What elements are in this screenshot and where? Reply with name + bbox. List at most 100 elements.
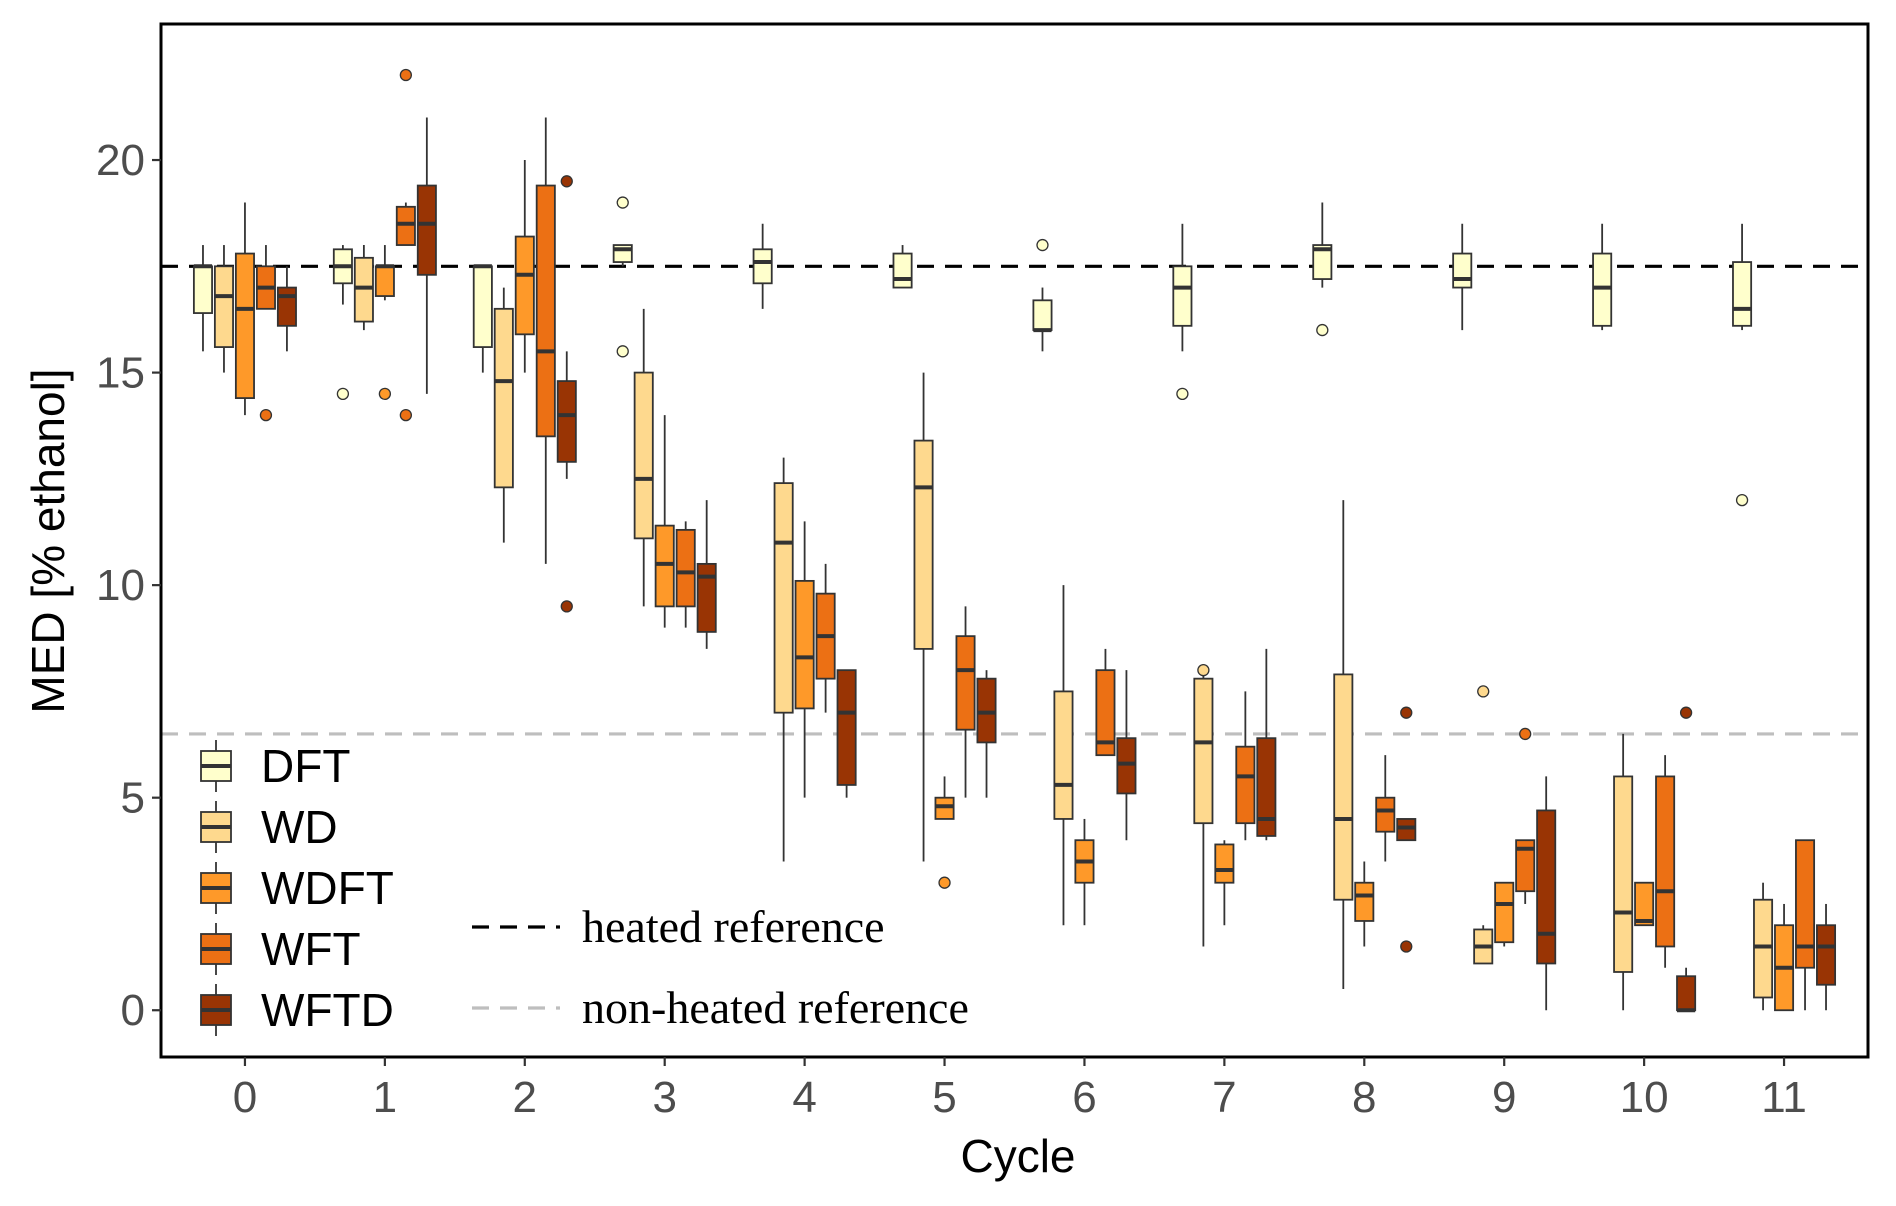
outlier-point-dft-cycle-3-0 bbox=[616, 345, 629, 358]
box-wft-cycle-3 bbox=[675, 521, 696, 628]
box-wdft-cycle-0 bbox=[234, 202, 255, 416]
y-tick-label-0: 0 bbox=[121, 986, 145, 1035]
iqr-box-wdft-cycle-2 bbox=[514, 235, 535, 336]
outlier-point-dft-cycle-6-0 bbox=[1036, 238, 1049, 252]
iqr-box-wd-cycle-11 bbox=[1753, 898, 1774, 999]
iqr-box-wdft-cycle-5 bbox=[934, 796, 955, 820]
outlier-point-dft-cycle-3-1 bbox=[616, 196, 629, 209]
iqr-box-dft-cycle-9 bbox=[1452, 252, 1473, 289]
box-dft-cycle-9 bbox=[1452, 223, 1473, 331]
box-wd-cycle-5 bbox=[913, 372, 934, 862]
box-wftd-cycle-1 bbox=[416, 117, 437, 394]
box-wdft-cycle-4 bbox=[794, 521, 815, 798]
iqr-box-wftd-cycle-0 bbox=[276, 286, 297, 327]
box-wft-cycle-0 bbox=[255, 245, 276, 422]
box-wdft-cycle-10 bbox=[1634, 881, 1655, 927]
box-wft-cycle-4 bbox=[815, 563, 836, 713]
iqr-box-wd-cycle-3 bbox=[633, 371, 654, 540]
outlier-point-wft-cycle-0-0 bbox=[259, 408, 273, 422]
x-tick-label-7: 7 bbox=[1212, 1073, 1236, 1122]
box-dft-cycle-4 bbox=[752, 223, 773, 309]
box-groups bbox=[192, 68, 1837, 1013]
box-dft-cycle-8 bbox=[1312, 202, 1333, 337]
box-wdft-cycle-9 bbox=[1494, 881, 1515, 947]
box-wftd-cycle-7 bbox=[1256, 648, 1277, 841]
legend-label-wd: WD bbox=[261, 801, 338, 853]
iqr-box-wd-cycle-7 bbox=[1193, 677, 1214, 825]
box-wft-cycle-6 bbox=[1095, 648, 1116, 757]
iqr-box-wftd-cycle-11 bbox=[1816, 924, 1837, 986]
box-wd-cycle-10 bbox=[1613, 733, 1634, 1011]
iqr-box-wdft-cycle-1 bbox=[374, 265, 395, 297]
iqr-box-wftd-cycle-2 bbox=[556, 380, 577, 463]
plot-panel-border bbox=[159, 22, 1870, 1059]
box-wft-cycle-7 bbox=[1235, 691, 1256, 841]
box-wftd-cycle-0 bbox=[276, 266, 297, 352]
iqr-box-dft-cycle-5 bbox=[892, 252, 913, 289]
box-dft-cycle-11 bbox=[1732, 223, 1753, 507]
box-dft-cycle-7 bbox=[1172, 223, 1193, 400]
outlier-point-dft-cycle-11-0 bbox=[1735, 493, 1749, 507]
box-wdft-cycle-1 bbox=[374, 245, 395, 400]
x-axis-ticks: 0 1 2 3 4 5 6 7 8 9 10 11 bbox=[233, 1057, 1807, 1122]
box-wftd-cycle-9 bbox=[1536, 776, 1557, 1011]
iqr-box-wdft-cycle-10 bbox=[1634, 881, 1655, 927]
box-wd-cycle-7 bbox=[1193, 664, 1214, 947]
box-wft-cycle-9 bbox=[1515, 727, 1536, 904]
legend-label-dft: DFT bbox=[261, 740, 350, 792]
outlier-point-dft-cycle-8-0 bbox=[1316, 323, 1329, 337]
iqr-box-wftd-cycle-9 bbox=[1536, 809, 1557, 965]
iqr-box-dft-cycle-2 bbox=[472, 265, 493, 348]
x-tick-label-1: 1 bbox=[373, 1073, 397, 1122]
box-dft-cycle-6 bbox=[1032, 238, 1053, 352]
box-wft-cycle-5 bbox=[955, 606, 976, 798]
box-dft-cycle-5 bbox=[892, 245, 913, 289]
reference-legend-label-heated: heated reference bbox=[582, 901, 885, 952]
iqr-box-wftd-cycle-1 bbox=[416, 184, 437, 276]
x-tick-label-11: 11 bbox=[1761, 1073, 1807, 1122]
outlier-point-wftd-cycle-8-1 bbox=[1400, 706, 1413, 719]
y-tick-label-20: 20 bbox=[96, 136, 145, 185]
box-wft-cycle-8 bbox=[1375, 755, 1396, 862]
iqr-box-wdft-cycle-7 bbox=[1214, 843, 1235, 884]
iqr-box-wftd-cycle-5 bbox=[976, 677, 997, 744]
y-tick-label-5: 5 bbox=[121, 774, 145, 823]
iqr-box-dft-cycle-10 bbox=[1592, 252, 1613, 327]
x-tick-label-9: 9 bbox=[1492, 1073, 1516, 1122]
iqr-box-wd-cycle-6 bbox=[1053, 690, 1074, 820]
iqr-box-wft-cycle-11 bbox=[1795, 839, 1816, 969]
legend-key-wft bbox=[200, 923, 232, 975]
box-wdft-cycle-5 bbox=[934, 776, 955, 889]
iqr-box-dft-cycle-11 bbox=[1732, 261, 1753, 327]
iqr-box-wd-cycle-5 bbox=[913, 439, 934, 650]
box-wftd-cycle-5 bbox=[976, 670, 997, 798]
box-wd-cycle-11 bbox=[1753, 882, 1774, 1011]
outlier-point-wftd-cycle-2-0 bbox=[560, 600, 573, 613]
box-wd-cycle-9 bbox=[1473, 685, 1494, 965]
box-wd-cycle-3 bbox=[633, 308, 654, 607]
iqr-box-wft-cycle-2 bbox=[535, 184, 556, 438]
iqr-box-wft-cycle-3 bbox=[675, 528, 696, 608]
y-tick-label-10: 10 bbox=[96, 561, 145, 610]
x-tick-label-10: 10 bbox=[1620, 1073, 1669, 1122]
box-wdft-cycle-2 bbox=[514, 160, 535, 373]
box-wd-cycle-6 bbox=[1053, 585, 1074, 926]
iqr-box-wftd-cycle-7 bbox=[1256, 737, 1277, 837]
iqr-box-dft-cycle-4 bbox=[752, 248, 773, 285]
box-wftd-cycle-6 bbox=[1116, 670, 1137, 841]
legend-key-wftd bbox=[200, 984, 232, 1036]
legend-key-wdft bbox=[200, 862, 232, 914]
iqr-box-dft-cycle-0 bbox=[192, 265, 213, 314]
box-wft-cycle-11 bbox=[1795, 839, 1816, 1011]
box-wftd-cycle-4 bbox=[836, 669, 857, 798]
iqr-box-dft-cycle-7 bbox=[1172, 265, 1193, 327]
box-wftd-cycle-10 bbox=[1676, 706, 1697, 1013]
iqr-box-wdft-cycle-4 bbox=[794, 579, 815, 710]
x-tick-label-0: 0 bbox=[233, 1073, 257, 1122]
iqr-box-wftd-cycle-10 bbox=[1676, 975, 1697, 1012]
box-wftd-cycle-11 bbox=[1816, 903, 1837, 1011]
x-tick-label-2: 2 bbox=[513, 1073, 537, 1122]
iqr-box-wft-cycle-1 bbox=[395, 205, 416, 246]
x-tick-label-5: 5 bbox=[932, 1073, 956, 1122]
